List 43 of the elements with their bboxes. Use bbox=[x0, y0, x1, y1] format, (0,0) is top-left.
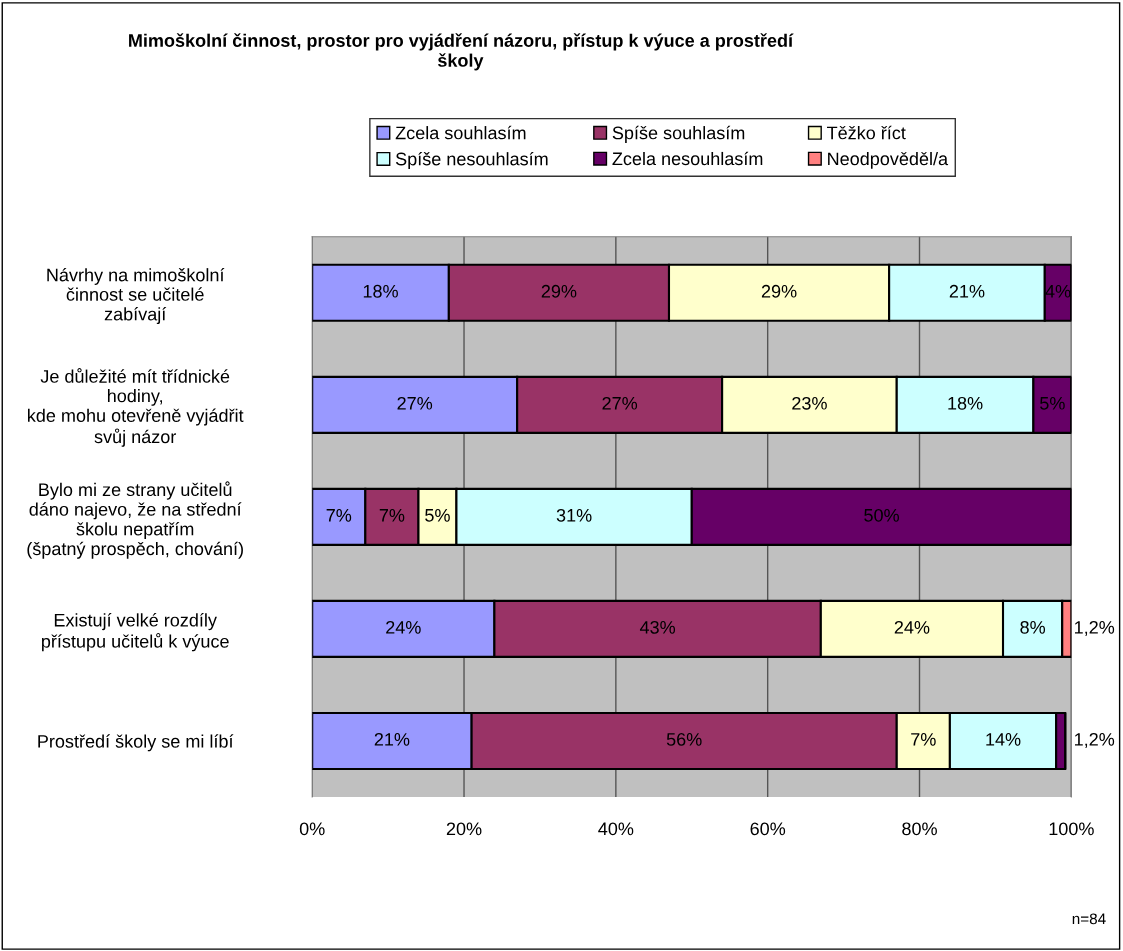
data-label: 23% bbox=[792, 396, 827, 410]
x-tick-label: 100% bbox=[1049, 822, 1094, 836]
x-tick-label: 60% bbox=[750, 822, 786, 836]
data-label: 29% bbox=[761, 284, 797, 298]
legend-label: Spíše nesouhlasím bbox=[395, 151, 548, 169]
data-label: 8% bbox=[1020, 620, 1046, 634]
data-label: 50% bbox=[864, 508, 899, 522]
y-tick-label: Návrhy na mimoškolní činnost se učitelé zabívají bbox=[47, 267, 225, 325]
y-tick-label: Bylo mi ze strany učitelů dáno najevo, že na střední školu nepatřím (špatný prospěch, chování) bbox=[27, 481, 243, 559]
legend-label: Neodpověděl/a bbox=[828, 151, 949, 169]
legend-label: Zcela nesouhlasím bbox=[612, 151, 763, 166]
data-label: 18% bbox=[948, 396, 983, 410]
data-label: 5% bbox=[425, 509, 450, 522]
legend-label: Spíše souhlasím bbox=[612, 125, 745, 143]
y-tick-label: Existují velké rozdíly přístupu učitelů k výuce bbox=[42, 613, 229, 652]
legend-label: Zcela souhlasím bbox=[395, 125, 526, 140]
data-label: 21% bbox=[374, 732, 410, 746]
data-label: 27% bbox=[397, 396, 433, 410]
chart-title: Mimoškolní činnost, prostor pro vyjádření názoru, přístup k výuce a prostředí školy bbox=[129, 33, 794, 71]
data-label: 7% bbox=[326, 509, 352, 522]
data-label: 7% bbox=[379, 509, 405, 522]
data-label: 1,2% bbox=[1075, 732, 1115, 748]
data-label: 5% bbox=[1040, 396, 1065, 410]
y-tick-label: Prostředí školy se mi líbí bbox=[38, 734, 234, 752]
x-tick-label: 20% bbox=[446, 822, 482, 836]
data-label: 29% bbox=[541, 284, 577, 298]
y-tick-label: Je důležité mít třídnické hodiny, kde mohu otevřeně vyjádřit svůj názor bbox=[28, 368, 244, 447]
data-label: 27% bbox=[602, 396, 638, 410]
data-label: 1,2% bbox=[1075, 620, 1115, 636]
data-label: 24% bbox=[386, 620, 421, 634]
x-tick-label: 0% bbox=[299, 822, 325, 836]
data-label: 24% bbox=[894, 620, 930, 634]
x-tick-label: 80% bbox=[902, 822, 937, 836]
data-label: 31% bbox=[556, 508, 592, 522]
data-label: 7% bbox=[911, 733, 936, 746]
data-label: 14% bbox=[986, 733, 1021, 746]
data-label: 56% bbox=[666, 732, 702, 746]
text: n=84 bbox=[1072, 913, 1106, 925]
data-label: 21% bbox=[949, 284, 985, 298]
data-label: 43% bbox=[639, 620, 676, 634]
data-label: 18% bbox=[363, 284, 398, 298]
legend-label: Těžko říct bbox=[827, 125, 906, 140]
x-tick-label: 40% bbox=[598, 822, 634, 836]
